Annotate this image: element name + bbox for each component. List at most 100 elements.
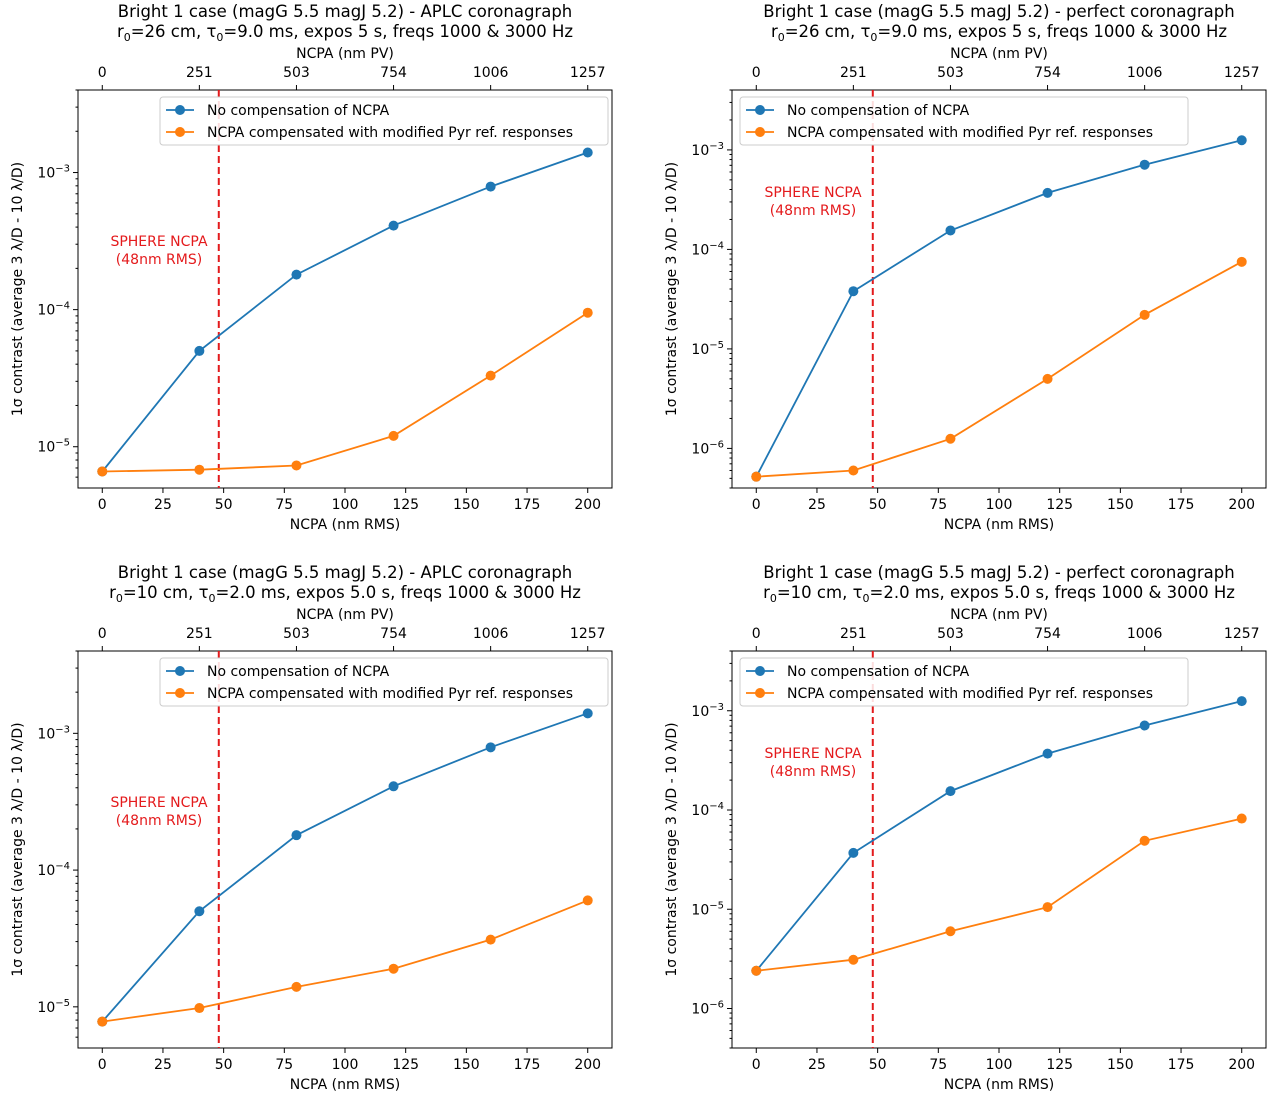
chart-title: Bright 1 case (magG 5.5 magJ 5.2) - perf…	[763, 563, 1234, 582]
x2-axis-label: NCPA (nm PV)	[950, 46, 1048, 62]
x2-tick-label: 251	[840, 65, 867, 81]
x2-tick-label: 0	[752, 626, 761, 642]
x-tick-label: 125	[392, 1057, 419, 1073]
series-line	[101, 712, 588, 1023]
x-tick-label: 150	[453, 497, 480, 513]
data-point	[1236, 135, 1247, 146]
x-tick-label: 0	[98, 497, 107, 513]
data-point	[1139, 309, 1150, 320]
data-point	[388, 963, 399, 974]
legend-marker	[175, 127, 185, 137]
x-tick-label: 75	[929, 1057, 947, 1073]
data-point	[1139, 835, 1150, 846]
legend-marker	[755, 688, 765, 698]
data-point	[485, 181, 496, 192]
series-compensated	[97, 895, 593, 1027]
x-axis-top: 0 251 503 754 1006 1257 NCPA (nm PV)	[98, 46, 606, 90]
x2-tick-label: 503	[937, 626, 964, 642]
x-tick-label: 200	[1228, 497, 1255, 513]
data-point	[1042, 902, 1053, 913]
x2-tick-label: 1006	[1127, 626, 1163, 642]
legend-entry: NCPA compensated with modified Pyr ref. …	[787, 686, 1153, 702]
chart-panel-4: Bright 1 case (magG 5.5 magJ 5.2) - perf…	[664, 563, 1267, 1093]
x-tick-label: 0	[752, 497, 761, 513]
x-tick-label: 175	[514, 497, 541, 513]
data-point	[97, 1016, 108, 1027]
data-point	[751, 965, 762, 976]
y-tick-label: 10−3	[37, 164, 70, 182]
legend-frame	[739, 657, 1189, 707]
data-point	[97, 466, 108, 477]
legend: No compensation of NCPA NCPA compensated …	[739, 657, 1189, 707]
legend-marker	[175, 105, 185, 115]
series-line	[756, 261, 1243, 478]
x-axis-bottom: 0 25 50 75 100 125 150 175 200 NCPA (nm RMS)	[752, 1048, 1255, 1093]
x2-tick-label: 503	[283, 65, 310, 81]
y-tick-label: 10−3	[691, 141, 724, 159]
x2-axis-label: NCPA (nm PV)	[296, 607, 394, 623]
x-tick-label: 175	[1168, 497, 1195, 513]
data-point	[582, 147, 593, 158]
series-line	[102, 899, 589, 1023]
sphere-ncpa-annotation: SPHERE NCPA	[764, 746, 862, 762]
x-tick-label: 50	[215, 1057, 233, 1073]
data-point	[1042, 187, 1053, 198]
data-point	[945, 786, 956, 797]
legend-frame	[159, 657, 609, 707]
data-point	[945, 225, 956, 236]
data-point	[1042, 373, 1053, 384]
y-axis: 10−5 10−4 10−3 1σ contrast (average 3 λ/D -…	[10, 650, 78, 1038]
series-compensated	[751, 256, 1247, 482]
series-no-compensation	[751, 696, 1247, 976]
x-axis-label: NCPA (nm RMS)	[944, 517, 1054, 533]
data-point	[848, 954, 859, 965]
x2-tick-label: 0	[98, 65, 107, 81]
data-point	[485, 742, 496, 753]
x-tick-label: 100	[332, 497, 359, 513]
plot-area-frame	[731, 89, 1267, 489]
x2-tick-label: 1257	[1224, 65, 1260, 81]
y-axis-label: 1σ contrast (average 3 λ/D - 10 λ/D)	[10, 162, 26, 416]
data-point	[1236, 256, 1247, 267]
legend-entry: No compensation of NCPA	[787, 103, 970, 119]
x-tick-label: 200	[1228, 1057, 1255, 1073]
y-axis: 10−6 10−5 10−4 10−3 1σ contrast (average 3 λ…	[664, 89, 732, 489]
data-point	[194, 345, 205, 356]
x2-tick-label: 754	[1034, 626, 1061, 642]
data-point	[485, 934, 496, 945]
x2-tick-label: 251	[840, 626, 867, 642]
data-point	[194, 464, 205, 475]
sphere-ncpa-annotation: SPHERE NCPA	[110, 795, 208, 811]
x-tick-label: 200	[574, 497, 601, 513]
data-point	[945, 433, 956, 444]
x2-tick-label: 1257	[1224, 626, 1260, 642]
chart-subtitle: r0=26 cm, τ0=9.0 ms, expos 5 s, freqs 10…	[117, 22, 573, 44]
legend-frame	[159, 96, 609, 146]
x2-tick-label: 0	[98, 626, 107, 642]
chart-panel-2: Bright 1 case (magG 5.5 magJ 5.2) - perf…	[664, 2, 1267, 533]
x2-tick-label: 754	[380, 65, 407, 81]
x-tick-label: 200	[574, 1057, 601, 1073]
data-point	[1042, 748, 1053, 759]
y-tick-label: 10−6	[691, 1000, 724, 1018]
legend: No compensation of NCPA NCPA compensated …	[739, 96, 1189, 146]
sphere-ncpa-annotation: (48nm RMS)	[770, 764, 856, 780]
x-tick-label: 150	[453, 1057, 480, 1073]
x-tick-label: 175	[514, 1057, 541, 1073]
sphere-ncpa-annotation: (48nm RMS)	[116, 252, 202, 268]
sphere-ncpa-annotation: (48nm RMS)	[116, 813, 202, 829]
x2-axis-label: NCPA (nm PV)	[296, 46, 394, 62]
x2-tick-label: 754	[380, 626, 407, 642]
chart-title: Bright 1 case (magG 5.5 magJ 5.2) - APLC…	[118, 2, 573, 21]
y-tick-label: 10−4	[37, 861, 70, 879]
data-point	[582, 895, 593, 906]
sphere-ncpa-annotation: (48nm RMS)	[770, 203, 856, 219]
x-axis-top: 0 251 503 754 1006 1257 NCPA (nm PV)	[752, 607, 1260, 651]
x2-tick-label: 503	[283, 626, 310, 642]
series-no-compensation	[97, 147, 593, 477]
y-axis-label: 1σ contrast (average 3 λ/D - 10 λ/D)	[10, 722, 26, 976]
y-tick-label: 10−5	[37, 998, 70, 1016]
x-tick-label: 25	[154, 497, 172, 513]
x2-tick-label: 754	[1034, 65, 1061, 81]
x-tick-label: 75	[275, 497, 293, 513]
